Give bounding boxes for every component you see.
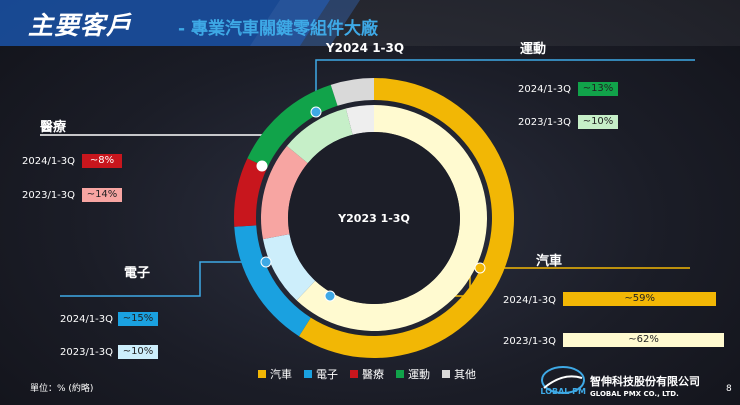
callout-category-automotive: 汽車 <box>536 254 563 269</box>
callout-period: 2023/1-3Q <box>60 347 114 358</box>
legend-item: 運動 <box>396 366 430 382</box>
outer-slice-0 <box>298 78 514 358</box>
page-title: 主要客戶 <box>28 11 133 40</box>
inner-ring-label: Y2023 1-3Q <box>337 212 410 225</box>
callout-category-sports: 運動 <box>520 42 547 57</box>
legend-label: 運動 <box>408 368 430 381</box>
svg-text:GLOBAL PMX: GLOBAL PMX <box>540 387 586 396</box>
outer-slice-1 <box>234 225 311 337</box>
callout-period: 2024/1-3Q <box>22 156 76 167</box>
legend-label: 汽車 <box>270 368 292 381</box>
callout-bar: ~14% <box>82 188 122 202</box>
callout-bar: ~59% <box>563 292 717 306</box>
outer-slice-4 <box>330 78 374 106</box>
inner-slice-3 <box>286 108 353 164</box>
unit-note: 單位：% (約略) <box>30 384 94 394</box>
legend-item: 電子 <box>304 366 338 382</box>
legend-swatch <box>350 370 358 378</box>
legend-label: 醫療 <box>362 368 384 381</box>
legend-swatch <box>258 370 266 378</box>
callout-bar: ~10% <box>118 345 158 359</box>
outer-slice-2 <box>234 158 268 227</box>
legend-label: 電子 <box>316 368 338 381</box>
company-name-zh: 智伸科技股份有限公司 <box>590 375 700 388</box>
legend-item: 汽車 <box>258 366 292 382</box>
legend-swatch <box>396 370 404 378</box>
outer-ring-label: Y2024 1-3Q <box>325 41 404 55</box>
callout-period: 2023/1-3Q <box>503 336 557 347</box>
company-name-en: GLOBAL PMX CO., LTD. <box>590 390 679 398</box>
legend-swatch <box>304 370 312 378</box>
callout-bar: ~13% <box>578 82 618 96</box>
legend-swatch <box>442 370 450 378</box>
company-logo-icon: GLOBAL PMX <box>540 366 586 396</box>
callout-period: 2023/1-3Q <box>22 190 76 201</box>
outer-slice-3 <box>247 84 338 168</box>
donut-hole <box>288 132 460 304</box>
page-number: 8 <box>726 384 732 394</box>
inner-slice-1 <box>263 234 316 301</box>
callout-dot <box>256 160 268 172</box>
callout-bar: ~8% <box>82 154 122 168</box>
callout-category-medical: 醫療 <box>40 120 67 135</box>
callout-dots <box>256 106 486 302</box>
page-subtitle: - 專業汽車關鍵零組件大廠 <box>178 19 378 39</box>
inner-slice-0 <box>296 104 488 331</box>
callout-dot <box>310 106 322 118</box>
chart-legend: 汽車 電子 醫療 運動 其他 <box>258 366 476 382</box>
inner-ring <box>261 104 488 331</box>
callout-dot <box>474 262 486 274</box>
callout-bar: ~15% <box>118 312 158 326</box>
callout-dot <box>324 290 336 302</box>
legend-item: 醫療 <box>350 366 384 382</box>
legend-label: 其他 <box>454 368 476 381</box>
callout-period: 2023/1-3Q <box>518 117 572 128</box>
callout-bar: ~10% <box>578 115 618 129</box>
callout-category-electronics: 電子 <box>124 266 151 281</box>
callout-period: 2024/1-3Q <box>503 295 557 306</box>
callout-line <box>60 261 265 297</box>
callout-bar: ~62% <box>563 333 725 347</box>
callout-period: 2024/1-3Q <box>518 84 572 95</box>
callout-period: 2024/1-3Q <box>60 314 114 325</box>
inner-slice-2 <box>261 145 308 240</box>
header-band <box>0 0 740 46</box>
callout-dot <box>260 256 272 268</box>
legend-item: 其他 <box>442 366 476 382</box>
outer-ring <box>234 78 514 358</box>
inner-slice-4 <box>345 105 374 135</box>
